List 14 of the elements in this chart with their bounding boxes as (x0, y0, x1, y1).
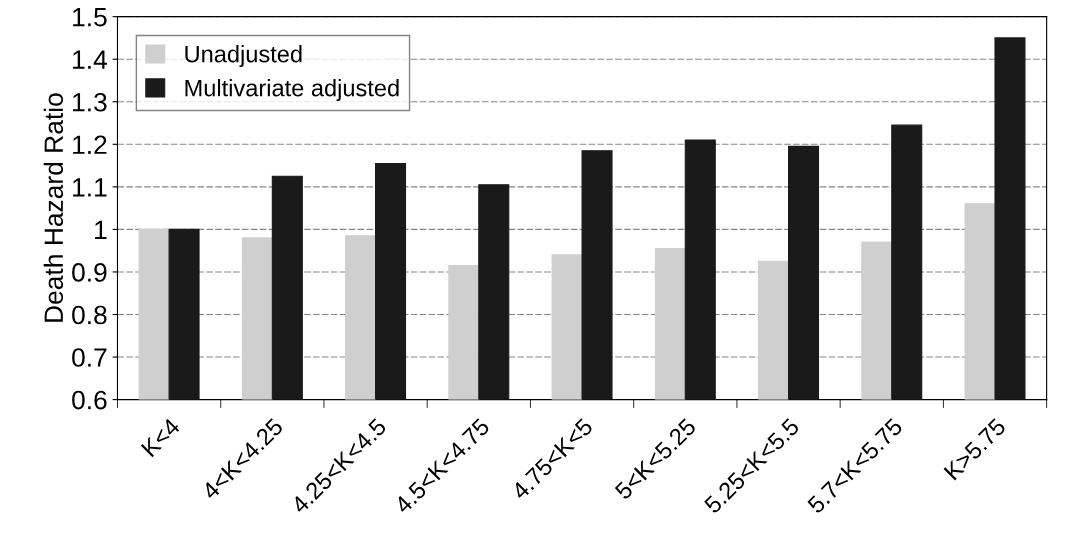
y-tick-label: 1.3 (73, 92, 107, 112)
legend-label: Unadjusted (185, 45, 302, 68)
y-tick-label: 0.8 (72, 305, 107, 325)
y-tick-label: 0.7 (72, 348, 107, 367)
legend-label: Multivariate adjusted (185, 79, 399, 102)
y-tick-label: 0.9 (72, 263, 107, 282)
y-tick-label: 1.1 (73, 178, 107, 197)
x-tick-label: K<4 (140, 417, 181, 458)
y-axis-title: Death Hazard Ratio (43, 93, 64, 322)
y-tick-label: 1.5 (73, 8, 107, 27)
y-tick-label: 0.6 (72, 390, 107, 410)
y-tick-label: 1 (95, 220, 107, 239)
y-tick-label: 1.4 (73, 50, 107, 69)
y-tick-label: 1.2 (73, 135, 107, 154)
